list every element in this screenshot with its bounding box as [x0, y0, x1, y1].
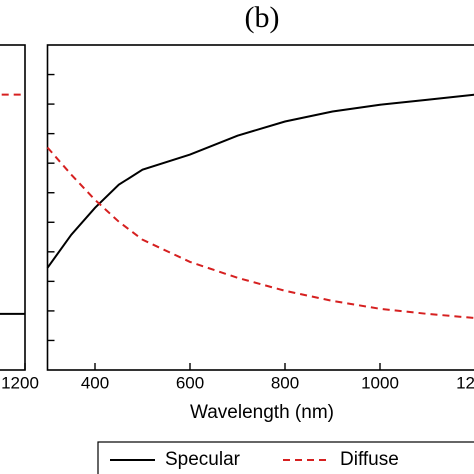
x-axis-label: Wavelength (nm): [190, 402, 334, 423]
x-tick-label: 1200: [1, 373, 39, 392]
plot-frame: [0, 44, 26, 371]
legend-box: [97, 441, 474, 474]
legend-label: Diffuse: [340, 449, 399, 470]
data-line: [46, 146, 474, 319]
x-tick-label: 1000: [361, 373, 399, 392]
x-tick-label: 800: [271, 373, 299, 392]
plot-frame: [46, 44, 474, 371]
legend-label: Specular: [165, 449, 241, 470]
x-tick-label: 400: [81, 373, 109, 392]
data-line: [46, 93, 474, 269]
x-tick-label: 600: [176, 373, 204, 392]
chart-title: (b): [245, 1, 280, 34]
x-tick-label: 1200: [456, 373, 474, 392]
